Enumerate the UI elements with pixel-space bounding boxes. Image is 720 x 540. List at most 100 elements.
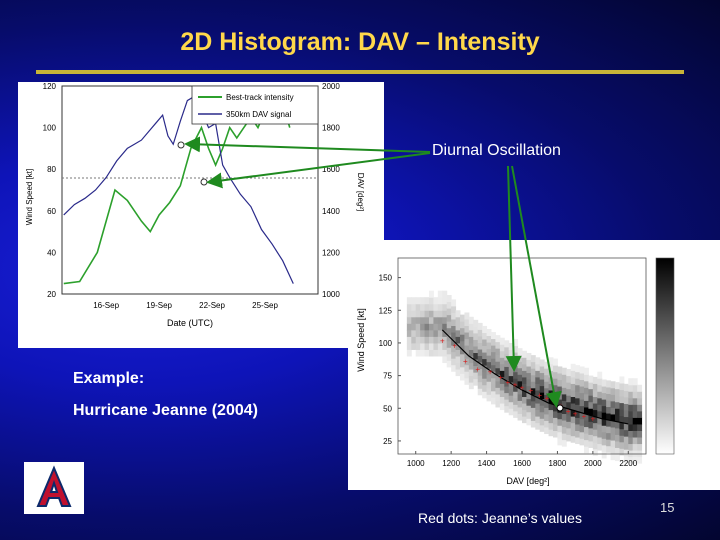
histogram-cell <box>513 384 519 392</box>
histogram-cell <box>623 403 629 411</box>
histogram-cell <box>566 382 572 390</box>
histogram-cell <box>535 370 541 378</box>
histogram-cell <box>539 424 545 432</box>
histogram-cell <box>548 422 554 430</box>
histogram-cell <box>437 310 443 318</box>
histogram-cell <box>473 372 479 380</box>
histogram-cell <box>584 367 589 375</box>
histogram-cell <box>526 418 532 426</box>
histogram-cell <box>530 407 536 415</box>
histogram-cell <box>468 362 474 370</box>
histogram-cell <box>464 364 470 372</box>
histogram-cell <box>628 410 634 418</box>
series-best-track-intensity <box>63 101 291 285</box>
histogram-cell <box>561 406 567 414</box>
histogram-cell <box>606 413 612 421</box>
histogram-cell <box>628 443 634 451</box>
legend-label-intensity: Best-track intensity <box>226 93 294 102</box>
histogram-cell <box>539 366 545 374</box>
histogram-cell <box>619 396 625 404</box>
histogram-cell <box>601 418 607 426</box>
histogram-cell <box>539 359 545 367</box>
histogram-cell <box>530 355 536 363</box>
histogram-cell <box>442 316 448 324</box>
histogram-cell <box>424 342 430 350</box>
histogram-cell <box>455 362 461 370</box>
histogram-cell <box>601 444 607 452</box>
histogram-cell <box>468 349 474 357</box>
histogram-cell <box>437 342 443 350</box>
histogram-cell <box>477 335 483 343</box>
histogram-cell <box>504 372 510 381</box>
histogram-cell <box>557 379 563 387</box>
histogram-cell <box>491 364 496 372</box>
histogram-cell <box>588 401 594 409</box>
histogram-cell <box>495 393 501 401</box>
histogram-cell <box>508 382 514 390</box>
histogram-cell <box>615 447 620 455</box>
histogram-cell <box>477 368 483 376</box>
histogram-cell <box>460 373 465 381</box>
histogram-cell <box>473 332 479 340</box>
histogram-cell <box>539 392 545 400</box>
histogram-cell <box>526 398 532 406</box>
histogram-cell <box>415 342 421 350</box>
histogram-cell <box>415 316 421 324</box>
jeanne-red-dot: + <box>520 383 525 392</box>
histogram-cell <box>539 411 545 419</box>
histogram-cell <box>517 348 523 356</box>
histogram-cell <box>553 430 558 438</box>
legend-box <box>191 85 319 125</box>
histogram-cell <box>513 410 519 418</box>
histogram-cell <box>517 413 523 421</box>
histogram-cell <box>433 323 439 331</box>
histogram-cell <box>424 316 430 324</box>
jeanne-red-dot: + <box>537 391 542 400</box>
histogram-cell <box>553 384 558 392</box>
x-axis-label: Date (UTC) <box>167 318 213 328</box>
histogram-cell <box>575 371 581 379</box>
histogram-cell <box>597 417 603 425</box>
histogram-cell <box>446 360 452 368</box>
histogram-cell <box>464 377 470 385</box>
histogram-cell <box>526 379 532 387</box>
histogram-cell <box>482 325 488 333</box>
histogram-cell <box>499 389 505 398</box>
histogram-cell <box>637 410 643 418</box>
histogram-cell <box>437 316 443 324</box>
histogram-cell <box>597 404 603 412</box>
histogram-cell <box>442 336 448 344</box>
histogram-y-tick-label: 100 <box>379 339 393 348</box>
histogram-cell <box>548 383 554 391</box>
jeanne-red-dot: + <box>488 368 493 377</box>
histogram-cell <box>637 397 643 405</box>
y-left-tick-label: 60 <box>47 207 56 216</box>
histogram-cell <box>632 423 638 431</box>
histogram-cell <box>632 397 638 405</box>
histogram-cell <box>411 323 417 331</box>
histogram-cell <box>579 366 585 374</box>
histogram-cell <box>539 398 545 406</box>
histogram-cell <box>632 430 638 438</box>
histogram-cell <box>451 332 457 340</box>
histogram-cell <box>455 336 461 344</box>
histogram-cell <box>455 349 461 357</box>
histogram-cell <box>429 336 434 344</box>
histogram-cell <box>482 352 488 360</box>
histogram-cell <box>420 342 426 350</box>
histogram-cell <box>406 316 412 324</box>
histogram-cell <box>553 410 558 418</box>
histogram-cell <box>415 349 421 357</box>
histogram-cell <box>442 303 448 311</box>
histogram-cell <box>499 350 505 358</box>
histogram-cell <box>433 349 439 357</box>
histogram-cell <box>495 348 501 356</box>
histogram-cell <box>415 310 421 318</box>
histogram-cell <box>628 423 634 431</box>
histogram-cell <box>526 405 532 413</box>
histogram-cell <box>522 409 527 417</box>
histogram-cell <box>592 422 598 430</box>
histogram-cell <box>623 396 629 404</box>
histogram-cell <box>473 378 479 386</box>
histogram-cell <box>592 442 598 450</box>
